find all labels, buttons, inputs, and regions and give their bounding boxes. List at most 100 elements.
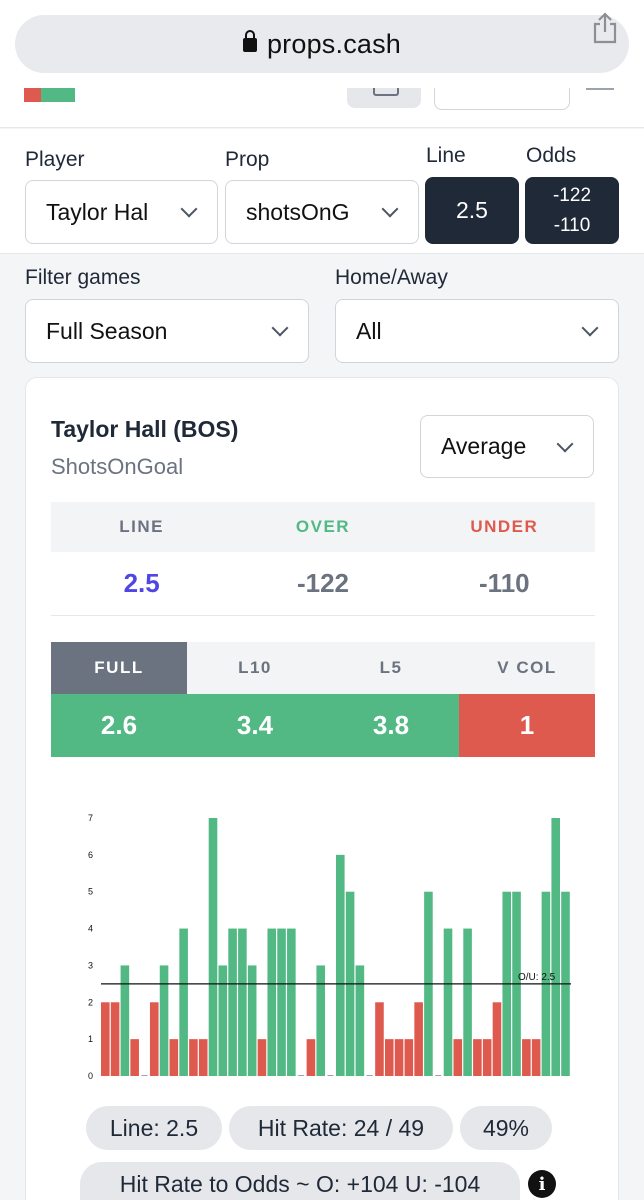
info-icon[interactable]: i	[528, 1170, 556, 1198]
chart-bar[interactable]	[336, 854, 345, 1076]
y-tick-label: 3	[88, 960, 93, 970]
prop-label: Prop	[225, 148, 270, 171]
prop-select[interactable]: shotsOnG	[225, 180, 419, 244]
calendar-button[interactable]	[347, 88, 421, 108]
header-select[interactable]	[434, 88, 570, 110]
y-tick-label: 5	[88, 887, 93, 897]
threshold-label: O/U: 2.5	[518, 972, 556, 983]
prop-select-value: shotsOnG	[246, 198, 350, 225]
chart-bar[interactable]	[101, 1002, 110, 1076]
tab-l5[interactable]: L5	[379, 658, 403, 677]
filter-games-select[interactable]: Full Season	[25, 299, 309, 363]
chart-bar[interactable]	[238, 928, 247, 1076]
chart-bar-zero[interactable]	[141, 1075, 148, 1076]
filter-row: Filter games Full Season Home/Away All	[0, 255, 644, 375]
url-text: props.cash	[266, 28, 402, 59]
chart-bar-zero[interactable]	[435, 1075, 442, 1076]
chart-bar[interactable]	[453, 1039, 463, 1076]
player-select-value: Taylor Hal	[46, 198, 149, 225]
range-values: 2.6 3.4 3.8 1	[51, 694, 595, 757]
chart-bar[interactable]	[189, 1039, 198, 1076]
chart-bar[interactable]	[218, 965, 228, 1076]
chart-bar[interactable]	[482, 1039, 492, 1076]
chart-bar[interactable]	[228, 928, 237, 1076]
tab-full[interactable]: FULL	[51, 642, 187, 694]
chart-bar-zero[interactable]	[298, 1075, 305, 1076]
chart-bar[interactable]	[443, 928, 453, 1076]
odds-table-row: 2.5 -122 -110	[51, 552, 595, 616]
chart-bar[interactable]	[287, 928, 296, 1076]
odds-table: LINE OVER UNDER 2.5 -122 -110	[51, 502, 595, 616]
chart-bar[interactable]	[394, 1039, 404, 1076]
odds-under-value: -110	[553, 214, 591, 236]
odds-label: Odds	[526, 144, 577, 167]
chart-bar[interactable]	[179, 928, 188, 1076]
range-value-l5: 3.8	[323, 694, 459, 757]
chart-bar[interactable]	[355, 965, 365, 1076]
y-tick-label: 6	[88, 850, 93, 860]
stat-mode-select[interactable]: Average	[420, 415, 594, 478]
y-tick-label: 1	[88, 1034, 93, 1044]
odds-button[interactable]: -122 -110	[525, 177, 619, 244]
chart-bar[interactable]	[375, 1002, 384, 1076]
chart-bar[interactable]	[404, 1039, 414, 1076]
bar-chart: 0 1 2 3 4 5 6 7 O/U: 2.5	[88, 813, 571, 1081]
chevron-down-icon	[271, 319, 289, 337]
line-button[interactable]: 2.5	[425, 177, 519, 244]
home-away-label: Home/Away	[335, 266, 448, 289]
header-over: OVER	[295, 517, 351, 536]
player-prop-card: Taylor Hall (BOS) ShotsOnGoal Average LI…	[25, 377, 619, 1200]
tab-l10[interactable]: L10	[238, 658, 272, 677]
line-label: Line	[426, 144, 466, 167]
under-cell: -110	[479, 568, 530, 598]
chart-bar[interactable]	[551, 818, 561, 1076]
home-away-value: All	[356, 317, 382, 344]
lock-icon	[242, 30, 257, 52]
chart-bar[interactable]	[384, 1039, 394, 1076]
chart-bar[interactable]	[306, 1039, 316, 1076]
chart-bar[interactable]	[473, 1039, 482, 1076]
chart-bar[interactable]	[463, 928, 472, 1076]
y-tick-label: 4	[88, 924, 93, 934]
player-name: Taylor Hall (BOS)	[51, 416, 239, 442]
chart-bar[interactable]	[149, 1002, 159, 1076]
chart-bar[interactable]	[267, 928, 277, 1076]
chart-bar[interactable]	[414, 1002, 423, 1076]
chart-bar[interactable]	[492, 1002, 502, 1076]
chart-bar[interactable]	[169, 1039, 179, 1076]
address-bar[interactable]: props.cash	[15, 15, 629, 73]
chart-bar[interactable]	[198, 1039, 208, 1076]
header-under: UNDER	[470, 517, 539, 536]
chart-bar[interactable]	[277, 928, 286, 1076]
chart-bar[interactable]	[159, 965, 169, 1076]
chart-bar[interactable]	[247, 965, 257, 1076]
selector-row: Player Taylor Hal Prop shotsOnG Line 2.5…	[0, 129, 644, 254]
hit-rate-odds-pill: Hit Rate to Odds ~ O: +104 U: -104	[80, 1162, 520, 1200]
range-value-full: 2.6	[51, 694, 187, 757]
shots-chart: 0 1 2 3 4 5 6 7 O/U: 2.5	[26, 798, 620, 1098]
player-select[interactable]: Taylor Hal	[25, 180, 218, 244]
chart-bar[interactable]	[110, 1002, 120, 1076]
chart-bar[interactable]	[522, 1039, 531, 1076]
range-tabs: FULL L10 L5 V COL	[51, 642, 595, 694]
chart-bar[interactable]	[316, 965, 326, 1076]
chart-bar-zero[interactable]	[327, 1075, 334, 1076]
logo-green-block	[41, 88, 58, 102]
menu-icon[interactable]	[586, 88, 614, 90]
chart-bar[interactable]	[208, 818, 218, 1076]
chart-bar-zero[interactable]	[366, 1075, 373, 1076]
chart-bar[interactable]	[130, 1039, 139, 1076]
range-value-v-col: 1	[459, 694, 595, 757]
chart-bar[interactable]	[120, 965, 130, 1076]
tab-v-col[interactable]: V COL	[497, 658, 557, 677]
player-label: Player	[25, 148, 85, 171]
logo-red-block	[24, 88, 41, 102]
app-header	[0, 88, 644, 128]
share-icon[interactable]	[592, 12, 618, 44]
stat-mode-value: Average	[441, 433, 527, 459]
chart-bar[interactable]	[257, 1039, 267, 1076]
home-away-select[interactable]: All	[335, 299, 619, 363]
logo[interactable]	[24, 88, 75, 102]
y-tick-label: 7	[88, 813, 93, 823]
chart-bar[interactable]	[531, 1039, 541, 1076]
